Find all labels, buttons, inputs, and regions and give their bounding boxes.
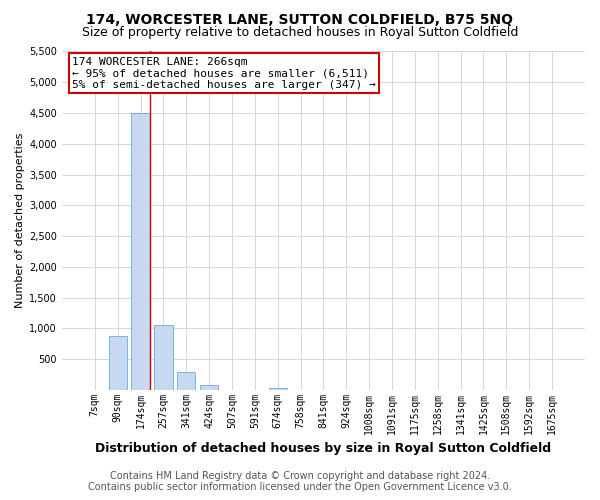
Bar: [269, 388, 287, 390]
Bar: [200, 386, 218, 390]
Text: Size of property relative to detached houses in Royal Sutton Coldfield: Size of property relative to detached ho…: [82, 26, 518, 39]
Bar: [109, 336, 127, 390]
X-axis label: Distribution of detached houses by size in Royal Sutton Coldfield: Distribution of detached houses by size …: [95, 442, 551, 455]
Text: Contains HM Land Registry data © Crown copyright and database right 2024.
Contai: Contains HM Land Registry data © Crown c…: [88, 471, 512, 492]
Bar: [131, 113, 149, 390]
Text: 174, WORCESTER LANE, SUTTON COLDFIELD, B75 5NQ: 174, WORCESTER LANE, SUTTON COLDFIELD, B…: [86, 12, 514, 26]
Text: 174 WORCESTER LANE: 266sqm
← 95% of detached houses are smaller (6,511)
5% of se: 174 WORCESTER LANE: 266sqm ← 95% of deta…: [73, 56, 376, 90]
Bar: [154, 324, 173, 390]
Bar: [177, 372, 196, 390]
Y-axis label: Number of detached properties: Number of detached properties: [15, 133, 25, 308]
